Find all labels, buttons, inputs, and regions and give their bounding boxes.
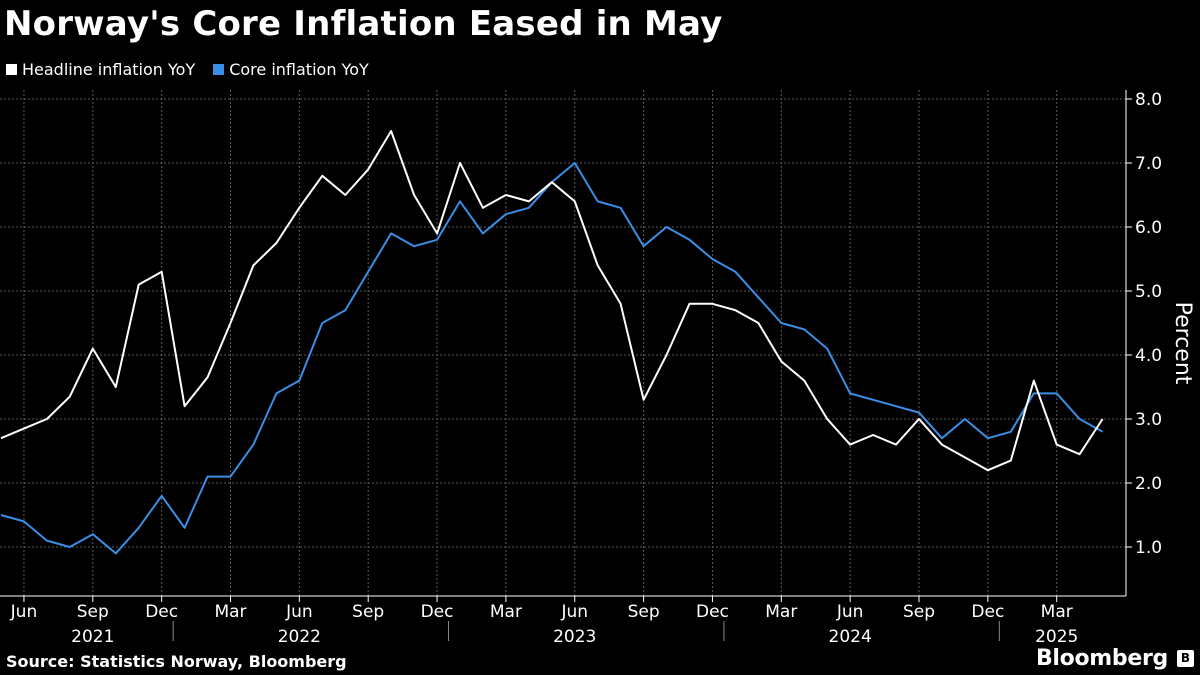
y-tick-label: 3.0	[1135, 410, 1162, 430]
x-tick-label: Sep	[903, 602, 935, 622]
x-tick-label: Sep	[352, 602, 384, 622]
year-label: 2022	[278, 627, 321, 647]
legend-item-headline: Headline inflation YoY	[6, 60, 195, 79]
x-tick-label: Dec	[421, 602, 454, 622]
x-tick-label: Mar	[214, 602, 246, 622]
x-tick-label: Dec	[971, 602, 1004, 622]
y-tick-label: 2.0	[1135, 474, 1162, 494]
legend: Headline inflation YoY Core inflation Yo…	[6, 60, 369, 79]
source-note: Source: Statistics Norway, Bloomberg	[6, 652, 347, 671]
chart-title: Norway's Core Inflation Eased in May	[4, 4, 723, 44]
core-inflation-line	[0, 162, 1104, 555]
year-label: 2025	[1035, 627, 1078, 647]
x-tick-label: Jun	[560, 602, 588, 622]
legend-swatch-headline	[6, 64, 17, 75]
x-tick-label: Mar	[490, 602, 522, 622]
y-tick-label: 4.0	[1135, 346, 1162, 366]
legend-swatch-core	[213, 64, 225, 75]
legend-label-core: Core inflation YoY	[229, 60, 369, 79]
x-tick-label: Jun	[285, 602, 313, 622]
year-label: 2023	[553, 627, 596, 647]
x-tick-label: Dec	[145, 602, 178, 622]
x-tick-label: Sep	[77, 602, 109, 622]
y-tick-label: 5.0	[1135, 282, 1162, 302]
y-tick-label: 7.0	[1135, 154, 1162, 174]
headline-inflation-line	[0, 130, 1104, 472]
x-tick-label: Sep	[628, 602, 660, 622]
y-tick-label: 6.0	[1135, 218, 1162, 238]
y-tick-label: 1.0	[1135, 538, 1162, 558]
legend-label-headline: Headline inflation YoY	[22, 60, 196, 79]
x-tick-label: Mar	[765, 602, 797, 622]
legend-item-core: Core inflation YoY	[213, 60, 369, 79]
year-label: 2021	[71, 627, 114, 647]
bloomberg-logo: Bloomberg	[1035, 646, 1168, 671]
x-tick-label: Jun	[836, 602, 864, 622]
x-tick-label: Dec	[696, 602, 729, 622]
y-tick-label: 8.0	[1135, 90, 1162, 110]
bloomberg-mark-icon: B	[1177, 650, 1194, 667]
y-axis-label: Percent	[1170, 302, 1195, 385]
year-label: 2024	[829, 627, 872, 647]
x-tick-label: Jun	[10, 602, 38, 622]
x-tick-label: Mar	[1041, 602, 1073, 622]
